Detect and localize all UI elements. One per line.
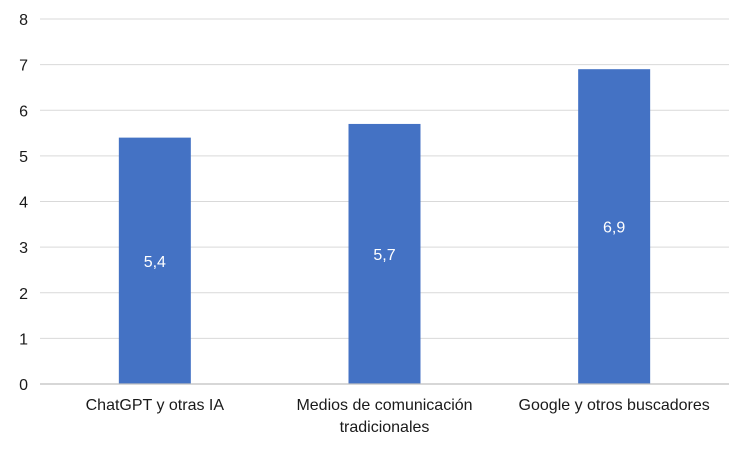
y-tick-label: 5 [19,149,28,166]
y-tick-label: 0 [19,377,28,394]
bar [578,69,651,384]
y-tick-label: 7 [19,58,28,75]
data-label: 5,7 [373,247,395,264]
x-tick-label: ChatGPT y otras IA [86,397,225,414]
bars [118,69,651,384]
x-tick-label: Google y otros buscadores [519,397,710,414]
data-labels: 5,4 5,7 6,9 [144,220,626,271]
x-tick-label: tradicionales [340,419,430,436]
bar [348,123,421,384]
x-axis-ticks: ChatGPT y otras IA Medios de comunicación… [86,397,710,436]
data-label: 6,9 [603,220,625,237]
x-tick-label: Medios de comunicación [296,397,472,414]
y-tick-label: 8 [19,12,28,29]
y-tick-label: 2 [19,286,28,303]
y-tick-label: 3 [19,240,28,257]
y-tick-label: 1 [19,331,28,348]
y-tick-label: 6 [19,103,28,120]
bar [118,137,191,384]
data-label: 5,4 [144,254,166,271]
y-tick-label: 4 [19,195,28,212]
y-axis-ticks: 0 1 2 3 4 5 6 7 8 [19,12,28,394]
